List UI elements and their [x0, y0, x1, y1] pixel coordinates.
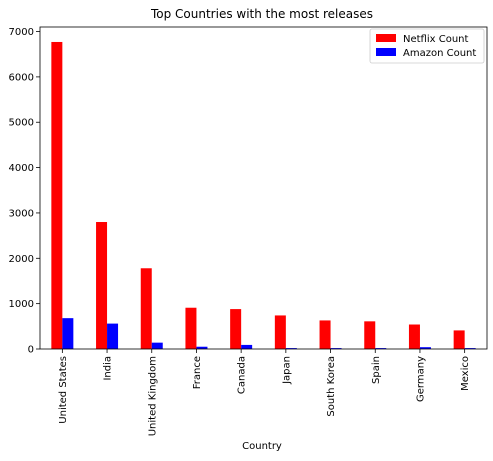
x-tick-label-0: United States — [58, 356, 69, 424]
bar-netflix-2 — [140, 268, 152, 349]
y-tick-label-3000: 3000 — [9, 208, 34, 219]
x-tick-label-5: Japan — [281, 356, 292, 385]
legend-swatch-netflix — [376, 34, 396, 42]
x-tick-label-1: India — [103, 356, 114, 381]
chart-title: Top Countries with the most releases — [150, 7, 373, 21]
y-tick-label-0: 0 — [28, 345, 34, 356]
x-tick-label-9: Mexico — [460, 356, 471, 391]
x-tick-label-6: South Korea — [326, 356, 337, 417]
y-tick-label-6000: 6000 — [9, 72, 34, 83]
legend-box — [369, 28, 485, 64]
plot-frame — [39, 26, 488, 350]
legend-swatch-amazon — [376, 48, 396, 56]
x-tick-label-4: Canada — [237, 356, 248, 394]
x-tick-label-2: United Kingdom — [147, 356, 158, 436]
bar-amazon-7 — [375, 348, 387, 349]
bar-amazon-5 — [285, 348, 297, 349]
y-tick-label-7000: 7000 — [9, 27, 34, 38]
x-tick-label-3: France — [192, 356, 203, 389]
legend-label-amazon: Amazon Count — [403, 48, 476, 59]
bar-netflix-5 — [274, 315, 286, 349]
legend: Netflix Count Amazon Count — [369, 28, 485, 64]
bar-netflix-9 — [453, 330, 465, 349]
bar-amazon-8 — [419, 347, 431, 349]
x-tick-label-7: Spain — [371, 356, 382, 384]
y-tick-label-4000: 4000 — [9, 163, 34, 174]
bar-amazon-3 — [196, 346, 208, 349]
x-axis-label: Country — [242, 441, 282, 452]
y-tick-label-1000: 1000 — [9, 299, 34, 310]
bar-amazon-4 — [241, 344, 253, 349]
bar-netflix-4 — [230, 309, 242, 349]
bar-amazon-9 — [464, 348, 476, 349]
bar-amazon-1 — [107, 323, 119, 349]
bar-amazon-6 — [330, 348, 342, 349]
y-tick-label-5000: 5000 — [9, 118, 34, 129]
bar-netflix-8 — [408, 324, 420, 349]
bar-netflix-7 — [364, 321, 376, 349]
x-tick-label-8: Germany — [415, 356, 426, 402]
y-tick-label-2000: 2000 — [9, 254, 34, 265]
legend-label-netflix: Netflix Count — [403, 34, 469, 45]
bar-amazon-2 — [151, 342, 163, 349]
bar-netflix-1 — [96, 222, 108, 349]
bar-netflix-6 — [319, 320, 331, 349]
plot-area: 0 1000 2000 3000 4000 5000 6000 7000 United Stat… — [9, 26, 488, 436]
bar-amazon-0 — [62, 318, 74, 349]
bar-netflix-0 — [51, 41, 63, 349]
bar-netflix-3 — [185, 307, 197, 349]
